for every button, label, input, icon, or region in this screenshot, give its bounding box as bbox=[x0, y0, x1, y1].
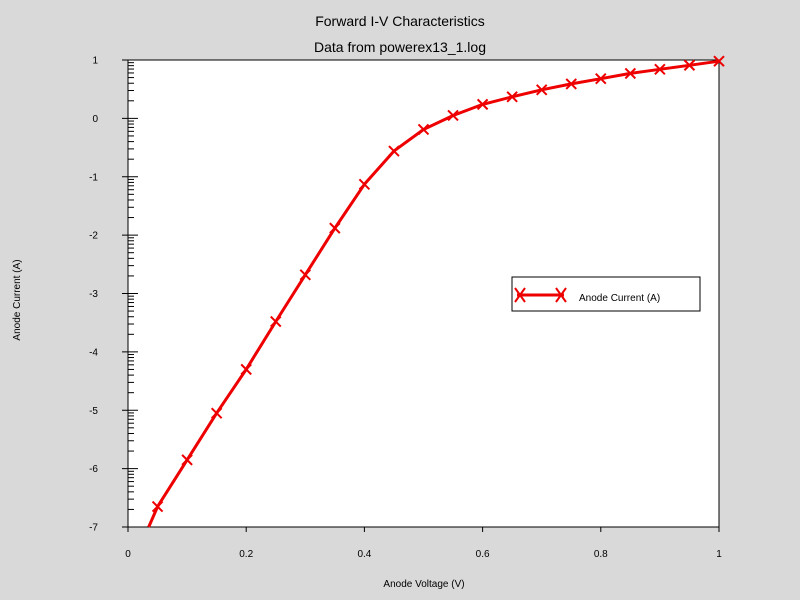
chart-subtitle: Data from powerex13_1.log bbox=[314, 39, 486, 55]
y-tick-label: -2 bbox=[89, 231, 98, 242]
legend: Anode Current (A) bbox=[511, 276, 701, 312]
legend-label: Anode Current (A) bbox=[579, 293, 660, 304]
data-point-marker bbox=[447, 109, 459, 122]
data-point-marker bbox=[358, 178, 371, 191]
y-tick-label: -7 bbox=[89, 523, 98, 534]
data-point-marker bbox=[713, 55, 725, 67]
y-tick-label: -3 bbox=[89, 289, 98, 300]
data-point-marker bbox=[654, 63, 666, 76]
data-point-marker bbox=[329, 222, 341, 234]
data-point-marker bbox=[624, 67, 637, 80]
series-group bbox=[147, 55, 725, 528]
data-point-marker bbox=[270, 315, 282, 328]
y-minor-ticks bbox=[128, 62, 134, 510]
x-tick-label: 0.4 bbox=[357, 549, 371, 560]
data-point-marker bbox=[181, 454, 193, 466]
y-tick-label: -5 bbox=[89, 406, 98, 417]
x-tick-label: 1 bbox=[716, 549, 722, 560]
x-tick-labels: 0 0.2 0.4 0.6 0.8 1 bbox=[125, 549, 722, 560]
data-point-marker bbox=[565, 78, 577, 90]
y-tick-labels: -7 -6 -5 -4 -3 -2 -1 0 1 bbox=[89, 56, 98, 534]
data-point-marker bbox=[535, 84, 548, 96]
y-tick-label: -6 bbox=[89, 464, 98, 475]
x-tick-label: 0.2 bbox=[239, 549, 253, 560]
y-tick-label: 1 bbox=[92, 56, 98, 67]
y-major-ticks bbox=[122, 59, 138, 528]
y-tick-label: -4 bbox=[89, 347, 98, 358]
data-point-marker bbox=[240, 363, 252, 376]
data-point-marker bbox=[595, 72, 607, 85]
chart-title: Forward I-V Characteristics bbox=[315, 13, 485, 29]
y-axis-label: Anode Current (A) bbox=[12, 259, 23, 340]
data-point-marker bbox=[210, 407, 223, 419]
data-point-marker bbox=[388, 145, 400, 157]
y-tick-label: -1 bbox=[89, 172, 98, 183]
data-point-marker bbox=[683, 59, 696, 71]
data-point-marker bbox=[299, 269, 312, 281]
y-tick-label: 0 bbox=[92, 114, 98, 125]
legend-marker-left bbox=[514, 287, 526, 303]
x-tick-label: 0.8 bbox=[594, 549, 608, 560]
plot-frame bbox=[127, 59, 720, 528]
x-tick-label: 0 bbox=[125, 549, 131, 560]
x-tick-label: 0.6 bbox=[476, 549, 490, 560]
data-point-marker bbox=[151, 500, 164, 513]
x-major-ticks bbox=[127, 527, 720, 532]
legend-marker-right bbox=[555, 287, 567, 303]
data-point-marker bbox=[476, 98, 489, 111]
x-axis-label: Anode Voltage (V) bbox=[383, 579, 464, 590]
data-point-marker bbox=[506, 91, 518, 103]
data-point-marker bbox=[417, 123, 430, 136]
